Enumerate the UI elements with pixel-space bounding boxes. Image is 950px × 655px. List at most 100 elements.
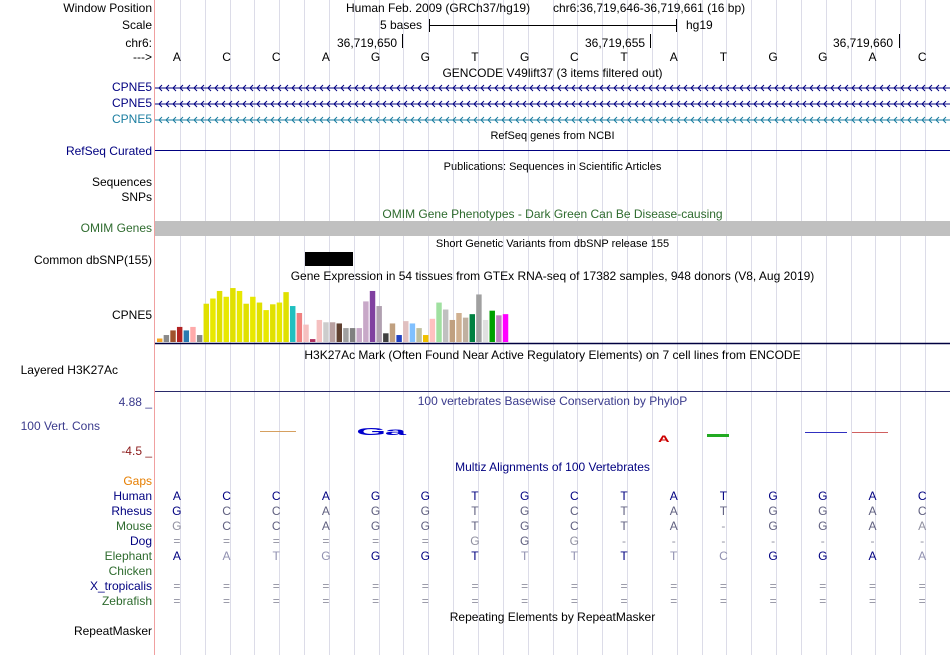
strand-arrow [284,100,289,108]
gtex-bar[interactable] [203,303,209,342]
strand-arrow [781,116,786,124]
gtex-bar[interactable] [183,330,190,342]
gtex-bar[interactable] [442,309,449,342]
gencode-transcript-2[interactable] [155,97,950,111]
gtex-bar[interactable] [243,303,249,342]
species-xtropicalis-label[interactable]: X_tropicalis [89,579,152,593]
layered-h3k27ac-label[interactable]: Layered H3K27Ac [20,363,118,377]
gtex-bar[interactable] [176,326,183,342]
species-human-label[interactable]: Human [113,489,152,503]
strand-arrow [221,100,226,108]
gencode-transcript-1[interactable] [155,81,950,95]
gtex-bar[interactable] [482,319,489,342]
gtex-bar[interactable] [456,313,462,342]
gtex-bar[interactable] [356,328,362,342]
omim-gene-bar[interactable] [155,221,950,236]
strand-arrow [417,116,422,124]
phylop-track-label[interactable]: 100 Vert. Cons [20,419,100,433]
gtex-bar[interactable] [296,313,303,342]
phylop-logo-A: A [658,433,670,444]
gtex-bar[interactable] [496,315,502,342]
gtex-bar[interactable] [170,330,176,342]
gtex-bar[interactable] [270,304,276,342]
species-rhesus-label[interactable]: Rhesus [111,504,152,518]
gtex-bar[interactable] [157,338,163,342]
strand-arrow [529,116,534,124]
gtex-bar[interactable] [256,302,263,342]
gtex-bar[interactable] [190,326,196,342]
gtex-bar[interactable] [329,322,336,342]
gencode-item-cpne5-2[interactable]: CPNE5 [111,96,152,110]
species-dog-label[interactable]: Dog [129,534,152,548]
gtex-bar[interactable] [163,335,170,342]
strand-arrow [221,84,226,92]
gtex-bar[interactable] [263,310,269,342]
gtex-bar[interactable] [423,335,429,342]
refseq-gene-line[interactable] [155,150,950,151]
gtex-bar[interactable] [336,323,342,342]
gtex-bar[interactable] [343,328,349,342]
alignment-base: G [768,549,778,563]
scale-db: hg19 [686,18,713,32]
omim-genes-label[interactable]: OMIM Genes [80,221,152,235]
gtex-bar[interactable] [303,324,309,342]
alignment-base: - [870,534,875,548]
gtex-bar[interactable] [236,290,243,342]
refseq-curated-label[interactable]: RefSeq Curated [65,144,152,158]
gtex-bar[interactable] [283,292,289,342]
species-elephant-label[interactable]: Elephant [104,549,152,563]
gtex-bar[interactable] [363,301,369,342]
strand-arrow [179,84,184,92]
browser-track-area[interactable]: Human Feb. 2009 (GRCh37/hg19) chr6:36,71… [155,0,950,655]
gtex-bar[interactable] [309,339,316,342]
gencode-item-cpne5-3[interactable]: CPNE5 [111,112,152,126]
gtex-bar[interactable] [276,302,283,342]
dbsnp-variant-block[interactable] [305,252,353,266]
gtex-bar[interactable] [383,333,389,342]
gtex-bar[interactable] [196,335,203,342]
gtex-bar[interactable] [449,319,456,342]
gtex-bar[interactable] [489,310,495,342]
gtex-bar[interactable] [349,328,356,342]
gtex-bar[interactable] [469,314,475,342]
gtex-bar[interactable] [323,322,329,342]
gaps-label[interactable]: Gaps [123,474,152,488]
alignment-base: G [768,489,778,503]
gtex-bar[interactable] [210,298,216,343]
gtex-bar[interactable] [476,294,482,342]
gtex-bar[interactable] [316,319,323,342]
gtex-bar[interactable] [403,321,409,342]
strand-arrow [893,84,898,92]
gtex-bar[interactable] [389,323,396,342]
gtex-bar[interactable] [409,323,416,342]
snps-label[interactable]: SNPs [121,190,152,204]
chrom-label: chr6: [125,36,152,50]
gtex-bar[interactable] [250,296,256,342]
gtex-bar[interactable] [396,335,402,342]
gtex-bar[interactable] [216,290,223,342]
gtex-bar[interactable] [502,314,509,342]
gtex-bar[interactable] [369,290,376,342]
sequences-label[interactable]: Sequences [91,175,152,189]
gtex-cpne5-label[interactable]: CPNE5 [111,308,152,322]
gtex-bar[interactable] [462,317,469,342]
gtex-bar[interactable] [290,306,296,342]
species-chicken-label[interactable]: Chicken [108,564,152,578]
gtex-bar[interactable] [416,328,422,342]
species-zebrafish-label[interactable]: Zebrafish [101,594,152,608]
strand-arrow [879,100,884,108]
gtex-bar[interactable] [429,318,436,342]
gtex-expression-bars[interactable] [155,282,950,346]
repeatmasker-label[interactable]: RepeatMasker [73,624,152,638]
alignment-base: A [172,489,181,503]
gencode-item-cpne5-1[interactable]: CPNE5 [111,80,152,94]
species-mouse-label[interactable]: Mouse [115,519,152,533]
strand-arrow [179,100,184,108]
gtex-bar[interactable] [230,288,236,342]
common-dbsnp-label[interactable]: Common dbSNP(155) [33,253,152,267]
phylop-conservation-logo[interactable]: G a A [155,418,950,448]
gtex-bar[interactable] [436,302,442,342]
gtex-bar[interactable] [223,296,229,342]
gtex-bar[interactable] [376,306,382,342]
gencode-transcript-3[interactable] [155,113,950,127]
